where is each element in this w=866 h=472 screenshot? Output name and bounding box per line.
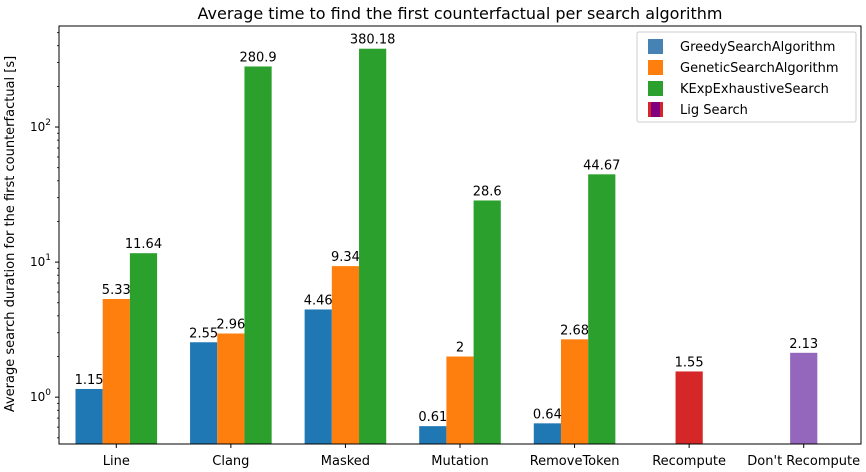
bar	[473, 200, 501, 444]
legend-label: Lig Search	[680, 103, 748, 118]
bar	[217, 333, 245, 444]
bar	[331, 266, 360, 444]
bar-value-label: 2.96	[216, 318, 245, 333]
bar-value-label: 1.55	[675, 355, 704, 370]
bar	[446, 356, 474, 444]
bar-series	[75, 48, 818, 444]
bar-value-label: 4.46	[304, 293, 333, 308]
y-tick-label: 102	[30, 118, 51, 134]
legend-swatch-inner	[651, 102, 660, 117]
x-tick-label: Masked	[321, 454, 370, 469]
legend-label: GreedySearchAlgorithm	[680, 40, 835, 55]
bar	[190, 342, 218, 444]
legend-swatch	[648, 60, 663, 75]
bar-value-label: 0.64	[533, 407, 562, 422]
x-tick-label: RemoveToken	[530, 454, 620, 469]
bar	[790, 352, 818, 444]
bar-value-label: 11.64	[125, 237, 162, 252]
bar	[304, 309, 332, 444]
bar-data-labels: 1.15 2.55 4.46 0.61 0.64 5.33 2.96 9.34 2 2.68 11.…	[75, 33, 819, 425]
bar-value-label: 2.55	[189, 326, 218, 341]
x-tick-label: Don't Recompute	[747, 454, 860, 469]
bar-value-label: 9.34	[331, 250, 360, 265]
bar	[588, 174, 616, 444]
bar	[419, 426, 447, 444]
legend-label: GeneticSearchAlgorithm	[680, 61, 839, 76]
x-tick-label: Recompute	[652, 454, 726, 469]
bar-value-label: 2.68	[560, 323, 589, 338]
bar-value-label: 280.9	[239, 50, 276, 65]
x-tick-label: Clang	[212, 454, 249, 469]
plot-frame	[58, 25, 862, 445]
bar	[244, 66, 272, 444]
legend-label: KExpExhaustiveSearch	[680, 82, 829, 97]
bar	[675, 371, 703, 444]
bar-value-label: 28.6	[473, 184, 502, 199]
bar-value-label: 380.18	[350, 33, 396, 48]
chart-title: Average time to find the first counterfa…	[198, 4, 723, 23]
bar-value-label: 0.61	[418, 410, 447, 425]
legend-swatch	[648, 81, 663, 96]
bar-value-label: 2.13	[789, 337, 818, 352]
bar	[533, 423, 561, 444]
bar	[102, 299, 130, 444]
bar	[359, 48, 387, 444]
bar	[129, 253, 158, 444]
x-tick-label: Line	[103, 454, 130, 469]
x-tick-label: Mutation	[431, 454, 488, 469]
legend: GreedySearchAlgorithm GeneticSearchAlgori…	[636, 31, 857, 123]
bar-value-label: 2	[456, 341, 464, 356]
y-axis-label: Average search duration for the first co…	[3, 56, 18, 412]
bar-value-label: 5.33	[102, 283, 131, 298]
bar-value-label: 1.15	[75, 373, 104, 388]
y-tick-label: 100	[30, 388, 51, 404]
legend-box	[636, 31, 857, 123]
legend-swatch	[648, 39, 663, 54]
bar	[75, 388, 103, 444]
y-tick-label: 101	[30, 253, 51, 269]
axis-ticks: 100 101 102 Line Clang Masked Mutation RemoveTo…	[30, 32, 860, 469]
bar	[560, 339, 589, 444]
bar-value-label: 44.67	[583, 158, 620, 173]
